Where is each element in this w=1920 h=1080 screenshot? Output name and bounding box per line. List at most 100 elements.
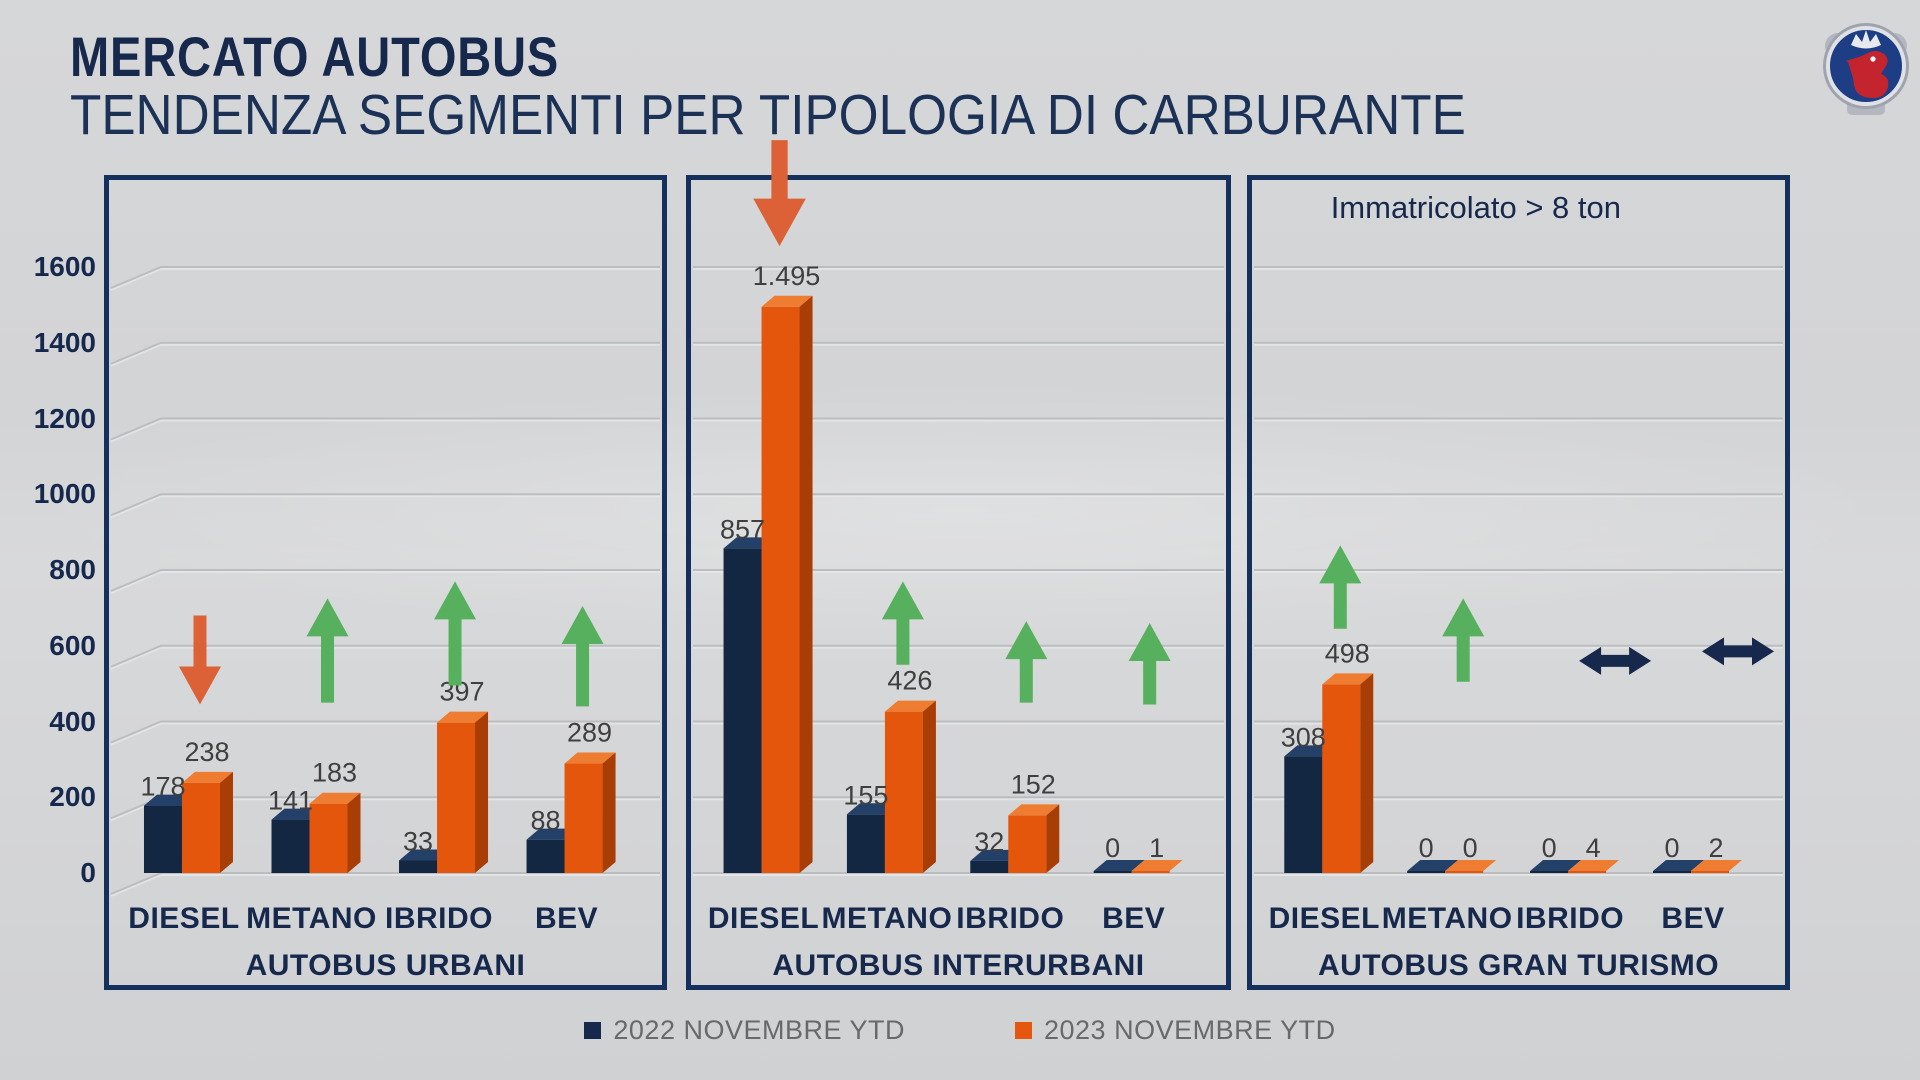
- bar-2022-metano: [271, 819, 310, 873]
- panel-label: AUTOBUS GRAN TURISMO: [1318, 949, 1719, 982]
- gridline-emboss: [110, 646, 660, 670]
- bar-2023-diesel-side: [1360, 673, 1374, 873]
- bar-2023-ibrido: [1008, 815, 1047, 873]
- y-axis-tick-label: 1200: [33, 402, 96, 434]
- trend-arrow-up-icon: [1005, 621, 1048, 703]
- bar-2023-diesel: [761, 306, 800, 873]
- bar-value-label-2023: 238: [184, 737, 229, 767]
- bar-2022-diesel: [143, 805, 182, 873]
- bar-value-label-2023: 4: [1586, 833, 1601, 863]
- category-label-diesel: DIESEL: [708, 902, 819, 935]
- scania-logo-icon: [1823, 23, 1909, 115]
- bar-2022-metano: [1407, 860, 1459, 871]
- bar-2023-ibrido-top: [437, 711, 489, 723]
- bar-2022-bev: [1653, 860, 1705, 871]
- bar-2023-metano: [309, 803, 348, 873]
- bar-value-label-2022: 178: [140, 772, 185, 802]
- bar-2023-bev: [564, 763, 603, 873]
- bar-2023-diesel-side: [219, 771, 233, 873]
- bar-value-label-2023: 426: [887, 666, 932, 696]
- gridline-emboss: [110, 268, 660, 291]
- category-label-metano: METANO: [1382, 902, 1513, 935]
- gridline-emboss: [110, 571, 660, 594]
- bar-2023-diesel-top: [181, 771, 233, 783]
- legend-label-2022: 2022 NOVEMBRE YTD: [613, 1014, 905, 1045]
- bar-2022-metano: [846, 814, 885, 873]
- trend-arrow-up-icon: [1128, 623, 1171, 705]
- gridline: [110, 872, 660, 895]
- page-subtitle: TENDENZA SEGMENTI PER TIPOLOGIA DI CARBU…: [70, 83, 1466, 147]
- logo-griffin-eye: [1870, 56, 1876, 62]
- bar-value-label-2022: 32: [974, 827, 1004, 857]
- bar-2022-diesel: [1284, 756, 1323, 873]
- y-axis-tick-label: 1400: [33, 326, 96, 358]
- gridline-emboss: [110, 419, 660, 443]
- bar-2022-bev: [1653, 871, 1692, 873]
- bar-value-label-2022: 308: [1281, 722, 1326, 752]
- y-axis-tick-label: 600: [49, 629, 96, 661]
- category-label-ibrido: IBRIDO: [956, 902, 1064, 935]
- legend-swatch-2022: [584, 1021, 602, 1039]
- bar-2023-diesel-side: [799, 295, 813, 873]
- bar-2023-ibrido: [1568, 871, 1607, 873]
- panel-label: AUTOBUS INTERURBANI: [772, 949, 1144, 982]
- bar-value-label-2023: 2: [1708, 833, 1723, 863]
- legend-swatch-2023: [1015, 1021, 1032, 1039]
- bar-value-label-2022: 857: [720, 514, 765, 544]
- y-axis-tick-label: 800: [49, 554, 96, 585]
- category-label-bev: BEV: [535, 902, 598, 935]
- bar-value-label-2022: 155: [843, 780, 888, 810]
- bar-2023-ibrido: [1568, 860, 1620, 871]
- bar-value-label-2022: 0: [1419, 833, 1434, 863]
- bar-value-label-2023: 1.495: [753, 261, 821, 291]
- gridline: [110, 644, 660, 668]
- category-label-ibrido: IBRIDO: [1516, 902, 1624, 935]
- bar-value-label-2023: 183: [312, 758, 357, 788]
- chart-legend: 2022 NOVEMBRE YTD 2023 NOVEMBRE YTD: [0, 1008, 1920, 1052]
- bar-value-label-2023: 289: [567, 718, 612, 748]
- bar-value-label-2022: 0: [1105, 833, 1120, 863]
- category-label-metano: METANO: [246, 902, 377, 935]
- gridline-emboss: [110, 495, 660, 519]
- bar-2022-diesel: [723, 548, 762, 873]
- bar-2023-metano-top: [309, 792, 361, 804]
- y-axis-tick-label: 200: [49, 781, 96, 813]
- bar-2023-bev-side: [602, 752, 616, 873]
- bar-2023-ibrido-top: [1008, 804, 1060, 816]
- trend-arrow-flat-icon: [1579, 646, 1652, 675]
- bar-2023-diesel: [181, 782, 220, 873]
- bar-2022-bev: [1093, 860, 1145, 871]
- y-axis-tick-label: 1600: [33, 251, 96, 282]
- bar-value-label-2022: 0: [1542, 833, 1557, 863]
- bar-2023-ibrido: [437, 722, 476, 873]
- gridline: [110, 341, 660, 365]
- gridline: [110, 417, 660, 441]
- category-label-diesel: DIESEL: [128, 902, 239, 935]
- bar-value-label-2022: 141: [268, 786, 313, 816]
- bar-2023-ibrido-side: [475, 711, 489, 873]
- page-title: MERCATO AUTOBUS: [70, 25, 560, 88]
- bar-value-label-2023: 1: [1149, 833, 1164, 863]
- bar-2023-metano-top: [884, 700, 936, 712]
- bar-2022-bev: [526, 839, 565, 873]
- panel-annotation: Immatricolato > 8 ton: [1331, 190, 1621, 225]
- trend-arrow-up-icon: [306, 598, 349, 703]
- bar-value-label-2023: 397: [439, 677, 484, 707]
- legend-item-2023: 2023 NOVEMBRE YTD: [1015, 1015, 1336, 1046]
- gridline-emboss: [110, 343, 660, 367]
- bar-2023-metano: [1445, 871, 1484, 873]
- chart-panel-autobus-urbani: 178 238 DIESEL 141 183 METANO 33 397 IBRIDO 88 289…: [104, 175, 667, 990]
- trend-arrow-up-icon: [1319, 545, 1362, 629]
- trend-arrow-up-icon: [561, 605, 604, 707]
- logo-griffin-beak: [1846, 56, 1862, 67]
- logo-crown: [1851, 30, 1881, 49]
- bar-2022-ibrido: [399, 860, 438, 873]
- bar-2023-diesel-top: [761, 295, 813, 307]
- trend-arrow-down-icon: [178, 615, 221, 705]
- bar-value-label-2022: 0: [1664, 833, 1679, 863]
- trend-arrow-up-icon: [434, 581, 477, 686]
- bar-2023-ibrido-side: [1046, 804, 1060, 873]
- bar-2023-metano: [884, 711, 923, 873]
- gridline: [110, 493, 660, 517]
